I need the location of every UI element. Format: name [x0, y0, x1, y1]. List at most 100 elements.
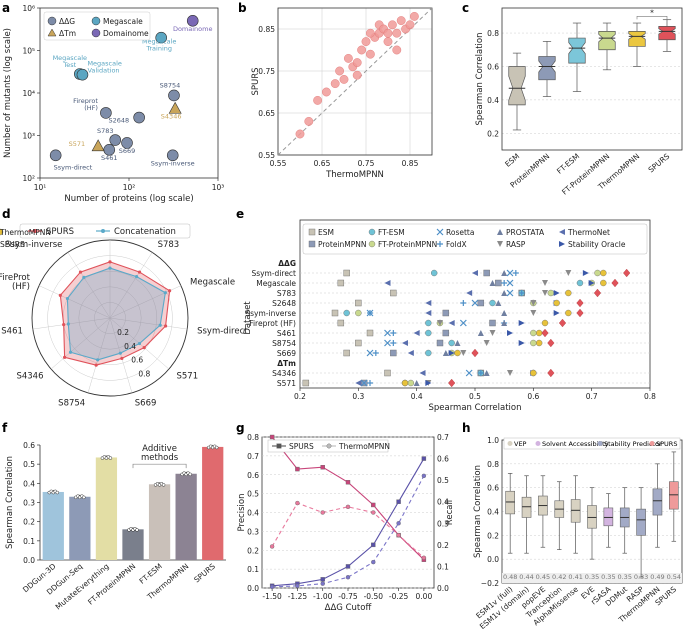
- point-label: Ssym-direct: [54, 163, 93, 171]
- y-tick-label: 0.0: [247, 584, 259, 593]
- y2-tick-label: 0.5: [437, 476, 449, 485]
- dot-foldx: [512, 270, 519, 276]
- radar-r-tick: 0.6: [131, 356, 143, 365]
- dot-thermompnn: [565, 309, 572, 317]
- y-tick-label: 0.2: [23, 518, 35, 527]
- radar-point: [142, 346, 146, 350]
- x-axis-label: ΔΔG Cutoff: [325, 603, 373, 613]
- x-tick-label: 0.2: [294, 392, 306, 401]
- radar-point: [118, 351, 122, 355]
- legend-marker: [368, 240, 376, 248]
- dot-ft-esm: [489, 299, 496, 307]
- panel-letter-g: g: [236, 421, 245, 435]
- y-tick-label: 0.2: [487, 531, 499, 540]
- dot-stability-oracle: [553, 290, 560, 296]
- dot-ft-esm: [425, 319, 432, 327]
- radar-point: [120, 356, 124, 361]
- dot-prostata: [501, 320, 508, 326]
- x-tick-label: 0.4: [411, 392, 423, 401]
- line-point: [421, 456, 427, 461]
- annotation-text: Additive: [142, 444, 177, 454]
- legend-label: VEP: [514, 440, 527, 448]
- dot-thermompnn: [600, 279, 607, 287]
- dot-thermompnn: [535, 329, 543, 337]
- y-tick-label: 0.8: [247, 433, 259, 442]
- legend-marker: [33, 229, 37, 233]
- median-value-label: 0.35: [617, 573, 631, 581]
- y2-tick-label: 0.4: [437, 498, 449, 507]
- dot-stability-oracle: [582, 270, 589, 276]
- legend-marker: [47, 28, 57, 37]
- y-axis-label: Spearman Correlation: [473, 465, 483, 558]
- radar-axis-label: Ssym-direct: [197, 327, 248, 337]
- dot-prostata: [483, 370, 490, 376]
- x-tick-label: 0.00: [416, 592, 433, 601]
- y-tick-label: 0.6: [487, 62, 499, 71]
- dot-thermonet: [355, 380, 362, 386]
- dot-proteinmpnn: [483, 269, 490, 277]
- panel-letter-f: f: [2, 421, 8, 435]
- y2-tick-label: 0.7: [437, 433, 449, 442]
- y-tick-label: −0.2: [481, 579, 499, 588]
- dot-ft-esm: [343, 309, 350, 317]
- radar-area-concatenation: [66, 267, 166, 361]
- legend-marker: [649, 441, 655, 446]
- radar-point: [163, 324, 168, 328]
- x-tick-label: 0.8: [644, 392, 656, 401]
- dot-rasp: [460, 350, 467, 356]
- line-point: [269, 584, 275, 590]
- y2-tick-label: 0.6: [437, 455, 449, 464]
- dot-thermompnn: [553, 299, 560, 307]
- x-tick-label: 0.85: [402, 159, 419, 168]
- box-body: [658, 26, 676, 41]
- radar-point: [58, 293, 62, 297]
- x-tick-label: SPURS: [192, 561, 217, 584]
- y-tick-label: 10⁴: [22, 89, 35, 98]
- scatter-point: [313, 96, 322, 105]
- dot-rasp: [507, 370, 513, 376]
- radar-point: [65, 296, 70, 301]
- radar-axis-label: S669: [135, 398, 157, 408]
- radar-axis-label: S461: [1, 327, 23, 337]
- row-label: S4346: [272, 369, 296, 378]
- scatter-point: [383, 28, 393, 38]
- radar-point: [68, 350, 73, 354]
- radar-point: [78, 270, 83, 274]
- dot-esm: [337, 319, 345, 327]
- y-axis-label: SPURS: [251, 67, 261, 95]
- dot-rasp: [489, 330, 496, 336]
- y2-tick-label: 0.3: [437, 519, 449, 528]
- legend-marker: [436, 228, 444, 236]
- y-tick-label: 0.0: [23, 556, 35, 565]
- point-label: S571: [69, 140, 86, 148]
- point-label: S4346: [161, 112, 182, 120]
- dot-stability-oracle: [553, 310, 560, 316]
- radar-axis-label: Ssym-inverse: [5, 240, 62, 250]
- point-ssym-direct: [49, 149, 62, 162]
- dot-thermonet: [384, 280, 391, 286]
- dot-prostata: [501, 290, 508, 296]
- legend-label: ProteinMPNN: [318, 240, 367, 249]
- dot-thermonet: [466, 290, 473, 296]
- radar-axis-label: Megascale: [190, 277, 235, 287]
- replicate-point: [55, 490, 60, 495]
- y-tick-label: 1.0: [487, 436, 499, 445]
- line-point: [269, 434, 275, 440]
- point-label: (HF): [84, 104, 98, 112]
- box-body: [538, 56, 556, 81]
- dot-prostata: [413, 380, 420, 386]
- dot-rosetta: [471, 299, 479, 307]
- dot-proteinmpnn: [442, 309, 450, 317]
- radar-axis-label: S4346: [16, 372, 43, 382]
- dot-esm: [302, 379, 310, 387]
- panel-g-linechart: 0.0 0.1 0.2 0.3 0.4 0.5 0.6 0.7 0.8 0.0 0.1 0.2 0.3 0…: [237, 433, 455, 613]
- x-tick-label: -1.50: [262, 592, 282, 601]
- panel-f-barchart: 0.00.10.20.30.40.50.6DDGun-3DDDGun-SeqMu…: [5, 441, 226, 612]
- radar-point: [158, 323, 162, 327]
- point-megascale-training: [155, 31, 167, 44]
- radar-r-tick: 0.2: [117, 328, 129, 337]
- x-tick-label: 10¹: [34, 183, 47, 192]
- radar-point: [82, 275, 86, 279]
- line-point: [345, 564, 351, 569]
- scatter-point: [409, 11, 419, 21]
